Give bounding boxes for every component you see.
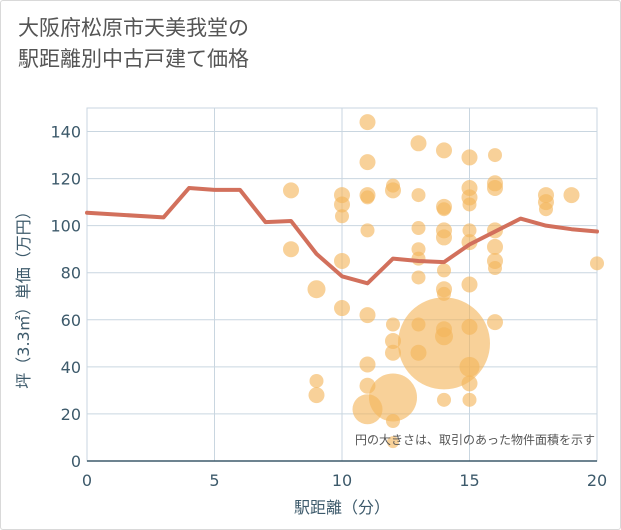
data-bubble <box>334 196 350 213</box>
data-bubble <box>411 270 426 285</box>
data-bubble <box>437 263 451 278</box>
data-bubble <box>459 356 480 377</box>
data-bubble <box>437 286 451 301</box>
data-bubble <box>398 297 490 390</box>
average-price-line <box>85 186 599 286</box>
bubble-layer <box>283 114 604 449</box>
data-bubble <box>307 280 326 299</box>
data-bubble <box>437 202 451 217</box>
data-bubble <box>385 182 401 199</box>
y-axis-title: 坪（3.3㎡）単価（万円） <box>14 203 33 388</box>
y-tick-label: 40 <box>61 358 81 377</box>
y-tick-label: 60 <box>61 311 81 330</box>
data-bubble <box>487 238 503 255</box>
data-bubble <box>359 356 376 373</box>
data-bubble <box>309 373 324 388</box>
y-tick-label: 0 <box>71 452 81 471</box>
data-bubble <box>387 436 399 449</box>
data-bubble <box>411 188 426 203</box>
grid <box>86 107 598 462</box>
data-bubble <box>359 154 376 171</box>
x-tick-label: 10 <box>332 471 352 490</box>
average-line-layer <box>85 186 599 286</box>
x-tick-label: 0 <box>82 471 92 490</box>
data-bubble <box>563 187 580 204</box>
data-bubble <box>488 148 502 163</box>
data-bubble <box>334 252 350 269</box>
chart-title: 大阪府松原市天美我堂の 駅距離別中古戸建て価格 <box>18 13 249 75</box>
data-bubble <box>590 256 604 271</box>
data-bubble <box>359 307 376 324</box>
data-bubble <box>359 114 376 131</box>
y-tick-label: 20 <box>61 405 81 424</box>
x-axis-ticks: 0 5 10 15 20 <box>82 471 607 490</box>
data-bubble <box>360 223 375 238</box>
data-bubble <box>410 135 427 152</box>
y-tick-label: 140 <box>50 123 81 142</box>
x-axis-title: 駅距離（分） <box>294 498 390 517</box>
x-tick-label: 5 <box>209 471 219 490</box>
data-bubble <box>461 149 478 166</box>
data-bubble <box>335 209 349 224</box>
data-bubble <box>360 190 375 205</box>
data-bubble <box>487 180 503 197</box>
y-tick-label: 80 <box>61 264 81 283</box>
data-bubble <box>283 182 299 199</box>
data-bubble <box>308 387 325 404</box>
data-bubble <box>488 261 502 276</box>
data-bubble <box>436 142 452 159</box>
y-tick-label: 120 <box>50 170 81 189</box>
data-bubble <box>487 314 503 331</box>
bubble-size-note: 円の大きさは、取引のあった物件面積を示す <box>355 432 595 447</box>
chart-title-line-2: 駅距離別中古戸建て価格 <box>18 47 249 71</box>
chart-title-line-1: 大阪府松原市天美我堂の <box>18 16 249 40</box>
data-bubble <box>283 241 299 258</box>
data-bubble <box>385 344 401 361</box>
data-bubble <box>462 197 477 212</box>
data-bubble <box>436 229 452 246</box>
data-bubble <box>461 276 478 293</box>
y-axis-ticks: 0 20 40 60 80 100 120 140 <box>50 123 81 471</box>
data-bubble <box>411 221 426 236</box>
data-bubble <box>334 300 350 317</box>
data-bubble <box>461 375 478 392</box>
data-bubble <box>386 413 400 428</box>
y-tick-label: 100 <box>50 217 81 236</box>
data-bubble <box>462 392 477 407</box>
data-bubble <box>437 392 451 407</box>
data-bubble <box>462 223 477 238</box>
data-bubble <box>385 332 401 349</box>
x-tick-label: 20 <box>587 471 607 490</box>
x-tick-label: 15 <box>459 471 479 490</box>
data-bubble <box>539 202 553 217</box>
data-bubble <box>386 317 400 332</box>
data-bubble <box>369 373 417 422</box>
data-bubble <box>461 318 478 335</box>
